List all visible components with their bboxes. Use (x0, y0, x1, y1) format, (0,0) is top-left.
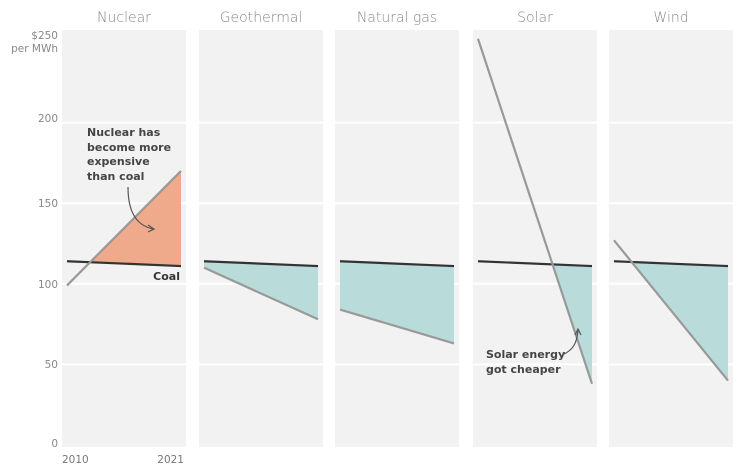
nuclear-annotation: Nuclear has become more expensive than c… (87, 126, 180, 283)
nuclear-note-line-2: become more (87, 141, 171, 154)
nuclear-note-line-1: Nuclear has (87, 126, 161, 139)
y-tick-150: 150 (38, 198, 58, 210)
x-tick-2010: 2010 (62, 454, 89, 466)
panel-background (199, 30, 323, 447)
panel-wind: Wind (609, 10, 733, 447)
nuclear-arrow-icon (127, 186, 154, 230)
coal-line (66, 260, 182, 268)
x-axis: 2010 2021 (62, 454, 184, 466)
difference-area (204, 261, 318, 320)
solar-arrow-icon (561, 329, 579, 356)
nuclear-note-line-4: than coal (87, 170, 144, 183)
y-tick-100: 100 (38, 279, 58, 291)
panel-solar: Solar (473, 10, 597, 447)
panel-title: Wind (653, 10, 688, 26)
y-tick-0: 0 (51, 438, 58, 450)
solar-arrowhead-icon (574, 327, 582, 336)
panel-title: Natural gas (357, 10, 437, 26)
y-tick-50: 50 (45, 359, 58, 371)
panel-geothermal: Geothermal (199, 10, 323, 447)
solar-note-line-1: Solar energy (486, 348, 565, 361)
panel-background (609, 30, 733, 447)
solar-annotation: Solar energy got cheaper (486, 327, 582, 376)
coal-label: Coal (153, 270, 180, 283)
source-line (613, 239, 729, 382)
nuclear-arrowhead-icon (147, 224, 156, 233)
panel-title: Nuclear (97, 10, 151, 26)
panel-nuclear: Nuclear (62, 10, 186, 447)
source-line (203, 266, 319, 321)
solar-note-line-2: got cheaper (486, 363, 561, 376)
y-tick-250: $250 (31, 30, 58, 42)
y-unit-label: per MWh (11, 43, 58, 55)
coal-line (203, 260, 319, 268)
panel-background (335, 30, 459, 447)
x-tick-2021: 2021 (157, 454, 184, 466)
difference-area (340, 261, 454, 344)
source-line (476, 38, 594, 385)
panel-natural-gas: Natural gas (335, 10, 459, 447)
panel-background (473, 30, 597, 447)
panel-title: Geothermal (220, 10, 303, 26)
source-line (66, 170, 182, 287)
y-axis: $250 per MWh 200 150 100 50 0 (11, 30, 58, 450)
panels: Nuclear Geothermal Natural gas Solar Wind (62, 10, 733, 447)
coal-line (477, 260, 593, 268)
source-line (339, 308, 455, 345)
nuclear-note-line-3: expensive (87, 155, 150, 168)
coal-line (339, 260, 455, 268)
panel-title: Solar (517, 10, 553, 26)
y-tick-200: 200 (38, 113, 58, 125)
